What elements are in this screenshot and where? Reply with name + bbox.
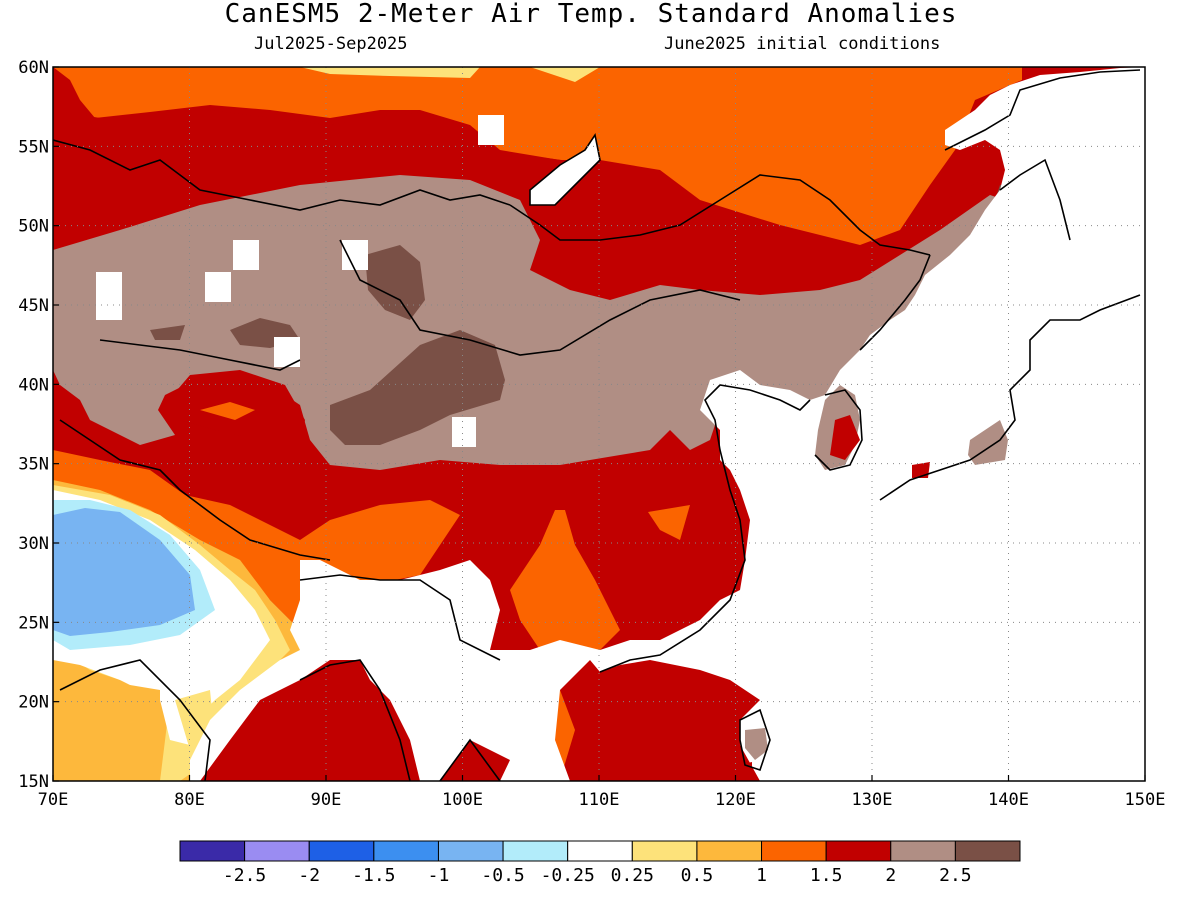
coastline-layer	[53, 69, 1141, 781]
colorbar-label: -0.5	[481, 865, 524, 886]
colorbar-swatch	[179, 840, 246, 862]
colorbar-label: 1.5	[810, 865, 843, 886]
lon-tick-label: 130E	[852, 790, 893, 810]
anomaly-region-north-yellow-2	[530, 67, 600, 82]
lon-tick-label: 90E	[311, 790, 342, 810]
lat-tick-label: 25N	[18, 613, 49, 633]
lake-mask-qinghai	[452, 417, 476, 447]
lat-tick-label: 20N	[18, 693, 49, 713]
colorbar-swatch	[308, 840, 375, 862]
colorbar-swatch	[954, 840, 1021, 862]
anomaly-region-orange-tarim	[200, 402, 255, 420]
coast-baikal	[529, 132, 601, 206]
lon-tick-label: 80E	[174, 790, 205, 810]
gridlines	[53, 67, 1145, 781]
anomaly-region-darkbrown-mongolia	[365, 245, 425, 320]
coast-bay-bengal	[299, 659, 411, 781]
lon-tick-label: 70E	[38, 790, 69, 810]
anomaly-region-orange-east	[648, 505, 690, 540]
anomaly-region-darkbrown-west	[150, 325, 185, 340]
lake-mask-aral	[96, 272, 122, 320]
lon-tick-label: 140E	[988, 790, 1029, 810]
border-china-russia-east	[859, 254, 931, 351]
coast-taiwan	[739, 708, 771, 772]
colorbar-swatch	[825, 840, 892, 862]
lake-mask-north	[478, 115, 504, 145]
colorbar-swatch	[890, 840, 956, 862]
anomaly-region-north-yellow	[300, 67, 480, 78]
anomaly-region-blue-india	[53, 508, 195, 636]
anomaly-region-orange-sichuan	[510, 510, 620, 670]
anomaly-region-gold-india-south	[100, 685, 160, 781]
border-kazakh-russia	[53, 139, 511, 211]
colorbar-label: 0.25	[611, 865, 654, 886]
colorbar-label: -1	[428, 865, 450, 886]
colorbar-label: 1	[756, 865, 767, 886]
border-mongolia-russia	[509, 174, 931, 256]
anomaly-region-taiwan	[745, 728, 768, 760]
anomaly-region-korea-red	[830, 415, 860, 460]
ocean-mask	[190, 67, 1145, 781]
lat-tick-label: 50N	[18, 217, 49, 237]
coast-korea	[814, 389, 863, 471]
coast-sakhalin	[999, 158, 1071, 241]
forecast-period: Jul2025-Sep2025	[254, 34, 408, 54]
colorbar-label: -1.5	[352, 865, 395, 886]
lake-mask-baikal	[530, 135, 600, 205]
initial-conditions: June2025 initial conditions	[664, 34, 941, 54]
colorbar-swatch	[373, 840, 439, 862]
coast-okhotsk	[944, 69, 1141, 151]
lon-tick-label: 120E	[715, 790, 756, 810]
anomaly-region-darkbrown-tibet	[330, 330, 505, 445]
lat-tick-label: 55N	[18, 137, 49, 157]
colorbar-swatch	[696, 840, 763, 862]
lon-tick-label: 110E	[579, 790, 620, 810]
border-himalaya	[59, 419, 331, 561]
lat-tick-label: 40N	[18, 375, 49, 395]
colorbar-label: 2	[885, 865, 896, 886]
lake-mask-balkhash	[233, 240, 259, 270]
colorbar-swatch	[567, 840, 633, 862]
colorbar-swatch	[244, 840, 310, 862]
colorbar-label: -2	[298, 865, 320, 886]
lat-tick-label: 15N	[18, 772, 49, 792]
map-title: CanESM5 2-Meter Air Temp. Standard Anoma…	[224, 0, 958, 29]
lake-mask-zaysan	[205, 272, 231, 302]
lat-tick-label: 60N	[18, 58, 49, 78]
lat-tick-label: 35N	[18, 455, 49, 475]
lon-tick-label: 100E	[442, 790, 483, 810]
border-myanmar	[299, 574, 501, 661]
lat-tick-label: 45N	[18, 296, 49, 316]
colorbar-label: -2.5	[223, 865, 266, 886]
border-central-asia	[99, 339, 301, 371]
colorbar-label: 2.5	[939, 865, 972, 886]
coast-india	[59, 659, 211, 781]
lat-axis: 15N 20N 25N 30N 35N 40N 45N 50N 55N 60N	[18, 58, 59, 792]
anomaly-fill-layer	[53, 67, 1145, 781]
lake-mask-khovsgol	[342, 240, 368, 270]
colorbar-label: -0.25	[541, 865, 595, 886]
lon-axis: 70E 80E 90E 100E 110E 120E 130E 140E 150E	[38, 775, 1166, 810]
colorbar: -2.5 -2 -1.5 -1 -0.5 -0.25 0.25 0.5 1 1.5 2 2.5	[179, 840, 1021, 886]
lat-tick-label: 30N	[18, 534, 49, 554]
lon-tick-label: 150E	[1125, 790, 1166, 810]
coast-japan	[879, 294, 1141, 501]
coast-gulf-thailand	[439, 738, 501, 781]
border-mongolia-china	[339, 239, 741, 356]
colorbar-swatch	[437, 840, 504, 862]
colorbar-label: 0.5	[681, 865, 714, 886]
coast-china-east	[599, 384, 811, 673]
colorbar-swatch	[761, 840, 827, 862]
anomaly-region-north-orange	[53, 67, 1022, 245]
colorbar-swatch	[631, 840, 698, 862]
colorbar-swatch	[502, 840, 569, 862]
